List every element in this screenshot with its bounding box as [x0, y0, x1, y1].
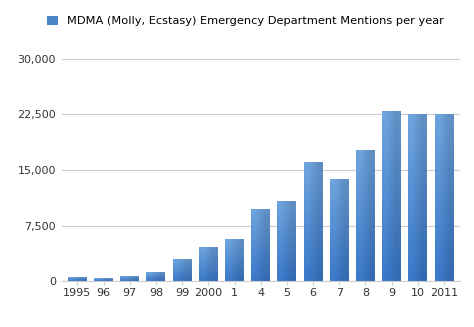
Legend: MDMA (Molly, Ecstasy) Emergency Department Mentions per year: MDMA (Molly, Ecstasy) Emergency Departme… [47, 16, 444, 26]
